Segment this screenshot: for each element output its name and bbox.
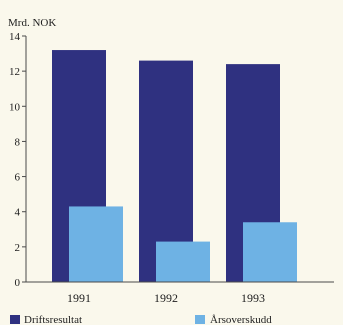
y-unit-label: Mrd. NOK — [8, 17, 56, 29]
y-tick-label: 4 — [15, 207, 21, 219]
y-ticks: 0 2 4 6 8 10 12 14 — [9, 31, 26, 289]
y-tick-label: 14 — [9, 31, 21, 43]
x-labels: 1991 1992 1993 — [67, 291, 265, 305]
bar-arsoverskudd-1991 — [69, 206, 123, 282]
legend-swatch — [195, 315, 205, 324]
y-tick-label: 12 — [9, 66, 20, 78]
x-tick-label: 1993 — [241, 291, 265, 305]
bars — [26, 50, 334, 283]
y-tick-label: 2 — [15, 242, 21, 254]
legend-label: Driftsresultat — [24, 314, 82, 325]
legend-swatch — [10, 315, 20, 324]
x-tick-label: 1992 — [154, 291, 178, 305]
y-tick-label: 0 — [15, 277, 21, 289]
y-tick-label: 8 — [15, 136, 21, 148]
y-tick-label: 10 — [9, 101, 21, 113]
bar-arsoverskudd-1992 — [156, 241, 210, 282]
x-tick-label: 1991 — [67, 291, 91, 305]
y-tick-label: 6 — [15, 172, 21, 184]
legend: Driftsresultat Årsoverskudd — [10, 314, 272, 325]
bar-arsoverskudd-1993 — [243, 222, 297, 282]
legend-label: Årsoverskudd — [210, 314, 272, 325]
